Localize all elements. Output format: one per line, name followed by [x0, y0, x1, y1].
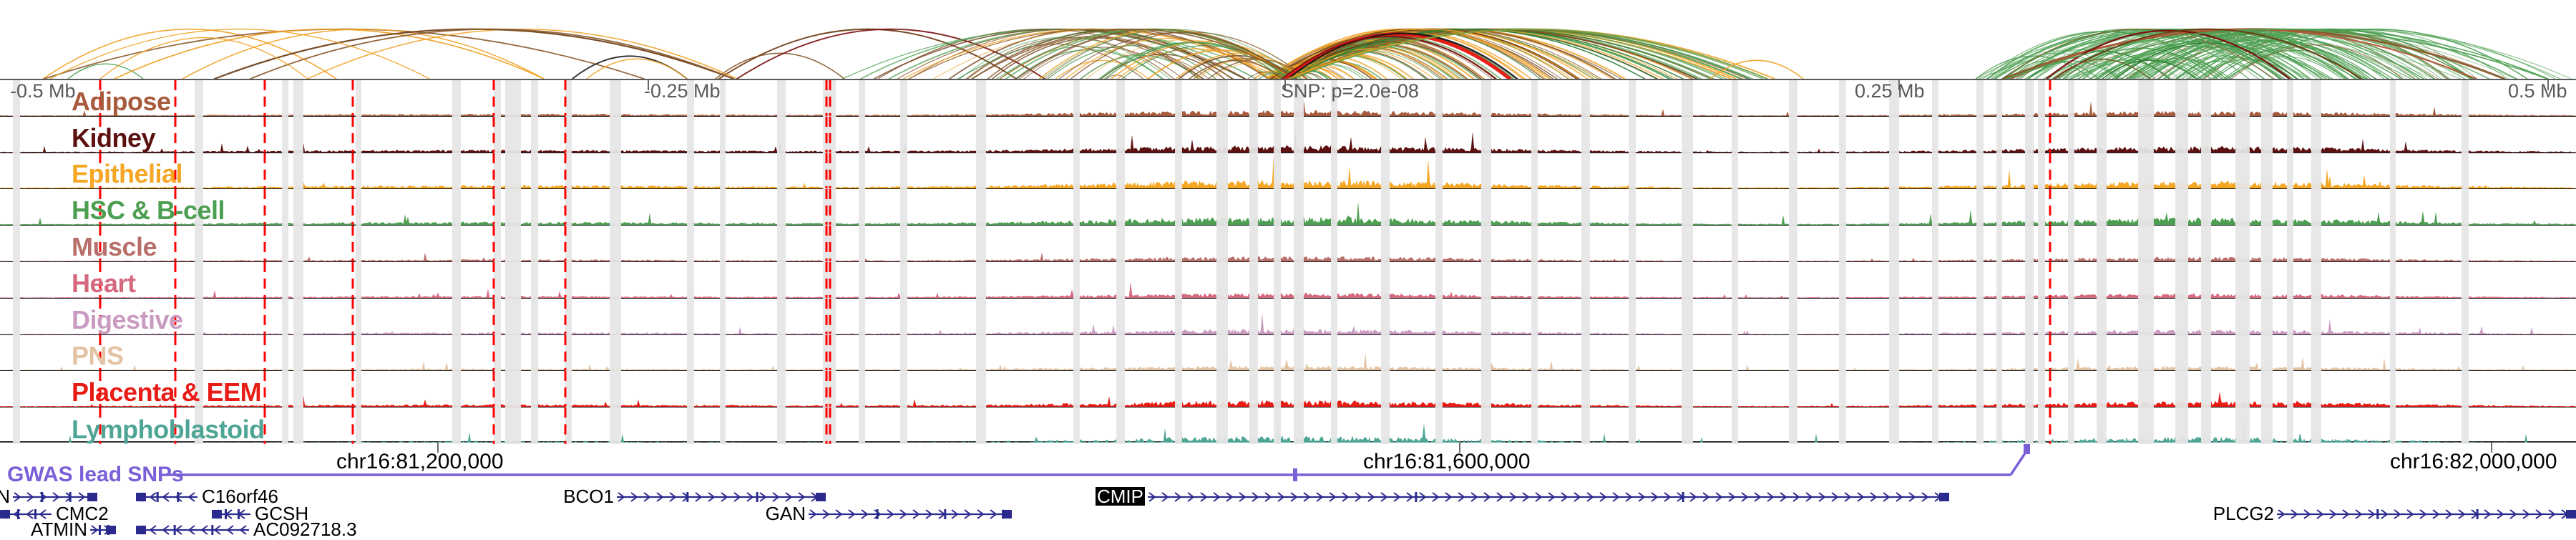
genomic-coordinate-label: chr16:81,600,000	[1363, 450, 1531, 473]
gene-annotation-panel: chr16:81,200,000 chr16:81,600,000 chr16:82…	[0, 443, 2576, 540]
gwas-lead-snps-title: GWAS lead SNPs	[7, 463, 184, 486]
gene-label[interactable]: GAN	[765, 503, 806, 524]
signal-profile	[0, 354, 2576, 371]
axis-tick-label: -0.5 Mb	[10, 80, 76, 102]
gene-label[interactable]: CMC2	[56, 503, 109, 524]
signal-track-placenta-eem[interactable]: Placenta & EEM	[0, 371, 2576, 408]
signal-profile	[0, 203, 2576, 226]
signal-profile	[0, 314, 2576, 334]
signal-track-stack: Adipose Kidney Epithelial HSC & B-cell Muscl…	[0, 79, 2576, 444]
signal-profile	[0, 418, 2576, 444]
gene-label[interactable]: GCSH	[255, 503, 309, 524]
gene-label[interactable]: ATMIN	[31, 519, 87, 540]
axis-tick-mark	[1284, 80, 1286, 90]
gene-label[interactable]: AC092718.3	[253, 519, 357, 540]
signal-track-epithelial[interactable]: Epithelial	[0, 153, 2576, 190]
gene-label[interactable]: BCO1	[563, 486, 614, 507]
gene-label[interactable]: C16orf46	[202, 486, 278, 507]
signal-track-heart[interactable]: Heart	[0, 261, 2576, 299]
gene-label[interactable]: PLCG2	[2212, 503, 2274, 524]
signal-track-kidney[interactable]: Kidney	[0, 116, 2576, 153]
axis-tick-label: 0.5 Mb	[2508, 80, 2567, 102]
genomic-coordinate-label: chr16:81,200,000	[336, 450, 504, 473]
signal-profile	[0, 253, 2576, 261]
gene-label[interactable]: N	[0, 486, 10, 507]
axis-tick-mark	[2547, 80, 2549, 90]
axis-tick-mark	[1898, 80, 1900, 90]
gene-label[interactable]: CMIP	[1096, 486, 1145, 507]
signal-profile	[0, 283, 2576, 298]
axis-tick-label: 0.25 Mb	[1855, 80, 1925, 102]
signal-profile	[0, 158, 2576, 189]
signal-profile	[0, 392, 2576, 408]
signal-track-pns[interactable]: PNS	[0, 334, 2576, 372]
signal-profile	[0, 125, 2576, 153]
axis-tick-label: SNP: p=2.0e-08	[1281, 80, 1419, 102]
signal-track-lymphoblastoid[interactable]: Lymphoblastoid	[0, 408, 2576, 444]
signal-track-hsc-b-cell[interactable]: HSC & B-cell	[0, 189, 2576, 226]
signal-track-muscle[interactable]: Muscle	[0, 226, 2576, 262]
arc-canvas	[42, 28, 2572, 79]
axis-tick-mark	[648, 80, 649, 90]
signal-track-digestive[interactable]: Digestive	[0, 298, 2576, 335]
chromatin-loop-arc-panel	[0, 0, 2576, 79]
axis-tick-label: -0.25 Mb	[644, 80, 721, 102]
genomic-coordinate-label: chr16:82,000,000	[2390, 450, 2557, 473]
gene-model-canvas	[0, 443, 2576, 535]
